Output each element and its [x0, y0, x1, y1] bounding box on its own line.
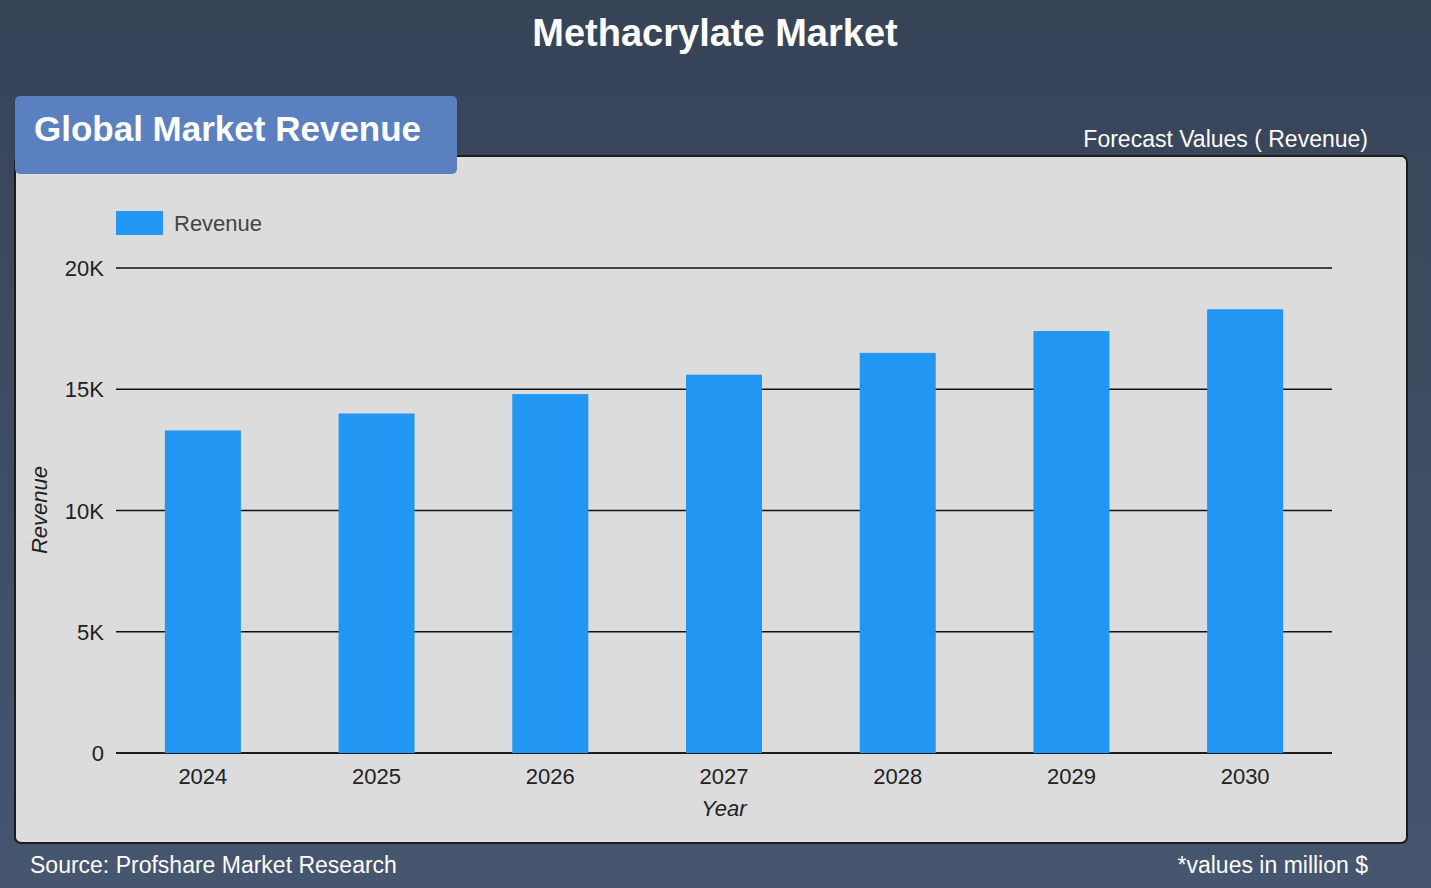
panel [15, 156, 1407, 843]
y-tick-label: 0 [92, 741, 104, 766]
y-tick-label: 10K [65, 499, 104, 524]
x-tick-label: 2030 [1221, 764, 1270, 789]
annotation: Forecast Values ( Revenue) [1083, 126, 1368, 152]
background [0, 0, 1431, 888]
y-axis-title: Revenue [27, 466, 52, 554]
x-axis-title: Year [701, 796, 748, 821]
y-tick-label: 15K [65, 377, 104, 402]
bar [339, 414, 415, 754]
legend-swatch [116, 211, 163, 235]
x-tick-label: 2027 [700, 764, 749, 789]
grid-line [116, 267, 1332, 269]
note: *values in million $ [1178, 852, 1369, 878]
bar [165, 430, 241, 753]
title: Methacrylate Market [532, 12, 898, 54]
bar [686, 375, 762, 753]
x-tick-label: 2025 [352, 764, 401, 789]
bar [512, 394, 588, 753]
y-tick-label: 5K [77, 620, 104, 645]
x-tick-label: 2024 [178, 764, 227, 789]
legend-label: Revenue [174, 211, 262, 236]
x-tick-label: 2028 [873, 764, 922, 789]
bar [1033, 331, 1109, 753]
chart: Global Market Revenue Methacrylate Market… [0, 0, 1431, 888]
bar [860, 353, 936, 753]
subtitle-box [15, 96, 457, 174]
subtitle: Global Market Revenue [34, 109, 421, 148]
x-tick-label: 2029 [1047, 764, 1096, 789]
bar [1207, 309, 1283, 753]
bars [165, 309, 1283, 753]
source: Source: Profshare Market Research [30, 852, 397, 878]
y-tick-label: 20K [65, 256, 104, 281]
x-tick-label: 2026 [526, 764, 575, 789]
